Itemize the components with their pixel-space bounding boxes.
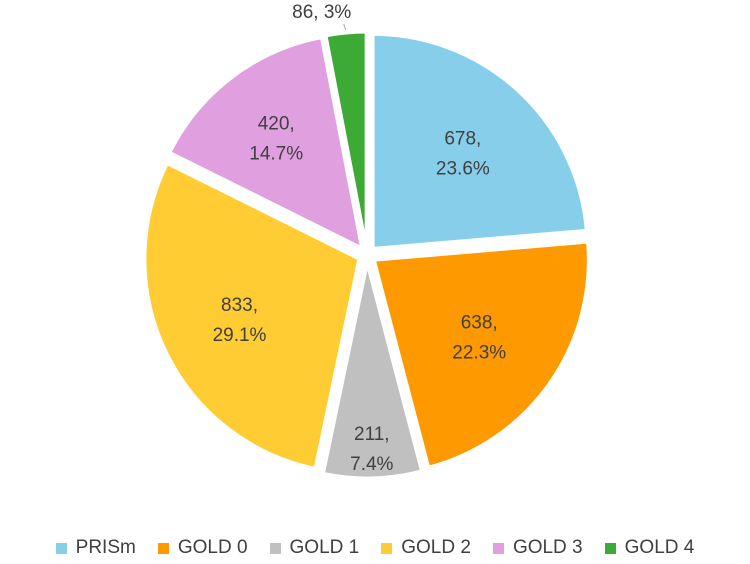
- pie-slice-gold-0: [372, 240, 590, 470]
- pie-slice-prism: [371, 32, 588, 251]
- legend-label: GOLD 3: [512, 537, 583, 558]
- pie-slice-gold-4: [324, 30, 368, 247]
- legend-item-prism: PRISm: [55, 537, 136, 559]
- data-label-gold-0: 638, 22.3%: [452, 312, 506, 363]
- chart-legend: PRISm GOLD 0 GOLD 1 GOLD 2 GOLD 3 GOLD 4: [0, 537, 750, 559]
- legend-item-gold-3: GOLD 3: [492, 537, 583, 559]
- pie-chart: 678, 23.6% 638, 22.3% 211, 7.4% 833, 29.1% 420, 1…: [143, 2, 590, 480]
- legend-label: PRISm: [75, 537, 136, 558]
- legend-label: GOLD 0: [177, 537, 248, 558]
- legend-label: GOLD 2: [401, 537, 471, 558]
- legend-swatch: [55, 542, 67, 554]
- legend-label: GOLD 1: [289, 537, 360, 558]
- data-label-gold-2: 833, 29.1%: [213, 295, 267, 346]
- legend-item-gold-4: GOLD 4: [604, 537, 695, 559]
- legend-swatch: [269, 542, 281, 554]
- data-label-gold-1: 211, 7.4%: [350, 424, 393, 475]
- pie-slice-gold-1: [321, 263, 424, 480]
- legend-label: GOLD 4: [624, 537, 695, 558]
- pie-slice-gold-2: [143, 161, 361, 471]
- data-label-gold-4: 86, 3%: [292, 2, 351, 23]
- legend-swatch: [381, 542, 393, 554]
- legend-swatch: [492, 542, 504, 554]
- data-label-gold-3: 420, 14.7%: [249, 113, 303, 164]
- data-label-prism: 678, 23.6%: [436, 129, 490, 180]
- legend-swatch: [604, 542, 616, 554]
- pie-slices: [143, 30, 590, 480]
- pie-data-labels: 678, 23.6% 638, 22.3% 211, 7.4% 833, 29.1% 420, 1…: [213, 2, 507, 475]
- pie-slice-gold-3: [167, 35, 364, 251]
- legend-item-gold-1: GOLD 1: [269, 537, 360, 559]
- legend-item-gold-2: GOLD 2: [381, 537, 471, 559]
- legend-item-gold-0: GOLD 0: [157, 537, 248, 559]
- leader-line: [343, 23, 347, 31]
- legend-swatch: [157, 542, 169, 554]
